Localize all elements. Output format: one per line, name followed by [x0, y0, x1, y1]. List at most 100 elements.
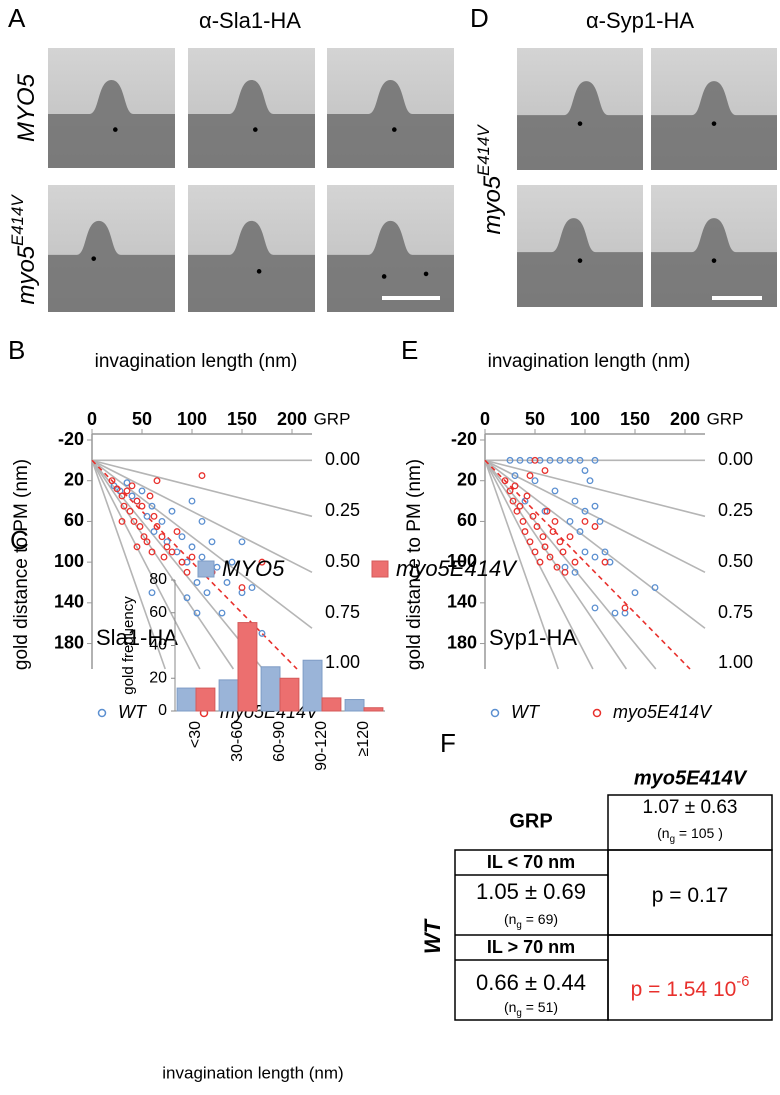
row-label: MYO5	[13, 73, 40, 142]
gold-particle	[392, 127, 397, 132]
grp-line	[91, 460, 166, 670]
x-tick-label: 200	[277, 409, 307, 429]
data-point	[601, 548, 609, 556]
data-point	[539, 533, 547, 541]
data-point	[571, 558, 579, 566]
grp-value: 0.66 ± 0.44	[476, 970, 586, 995]
y-tick-label: 0	[158, 702, 167, 719]
data-point	[168, 507, 176, 515]
data-point	[551, 517, 559, 525]
legend-swatch	[197, 560, 215, 578]
data-point	[136, 523, 144, 530]
data-point	[601, 558, 609, 566]
y-axis-title: gold distance to PM (nm)	[11, 459, 32, 670]
data-point	[556, 538, 564, 546]
data-point	[591, 553, 599, 561]
grp-line	[484, 459, 657, 670]
micrograph-cell	[327, 220, 454, 312]
plot-annotation: Sla1-HA	[96, 625, 178, 650]
column-header: myo5E414V	[634, 767, 748, 789]
data-point	[238, 538, 246, 546]
bar	[279, 677, 300, 712]
data-point	[566, 533, 574, 541]
micrograph	[48, 185, 175, 312]
bar	[302, 659, 323, 712]
data-point	[506, 456, 514, 464]
grp-label: 1.00	[325, 652, 360, 672]
data-point	[531, 456, 539, 464]
data-point	[128, 482, 136, 490]
bar	[237, 622, 258, 712]
data-point	[133, 497, 141, 505]
grp-label: 1.00	[718, 652, 753, 672]
grp-line	[484, 459, 706, 574]
data-point	[621, 604, 629, 612]
sample-size-sub: g	[670, 834, 675, 845]
legend-label: WT	[118, 702, 148, 722]
data-point	[143, 538, 151, 546]
gold-particle	[711, 121, 717, 126]
data-point	[178, 533, 186, 541]
table-cell	[607, 934, 773, 1021]
legend-marker	[97, 708, 107, 718]
data-point	[213, 563, 221, 571]
y-tick-label: 180	[447, 632, 477, 652]
data-point	[118, 517, 126, 525]
y-tick-label: 100	[447, 551, 477, 571]
y-tick-label: 40	[149, 637, 167, 654]
gold-particle	[113, 127, 118, 132]
data-point	[123, 487, 131, 495]
grp-value: 1.07 ± 0.63	[643, 797, 738, 818]
data-point	[516, 456, 524, 464]
data-point	[553, 563, 561, 571]
y-tick-label: 20	[149, 669, 167, 686]
row-label: myo5E414V	[474, 124, 506, 235]
micrograph-cell	[188, 80, 315, 168]
legend-swatch	[371, 560, 389, 578]
row-label: IL < 70 nm	[487, 852, 575, 872]
micrograph	[327, 48, 454, 168]
y-tick-label: 80	[149, 571, 167, 588]
bar	[195, 687, 216, 712]
data-point	[561, 568, 569, 576]
panel-letter: D	[470, 3, 489, 33]
y-tick-label: -20	[451, 429, 477, 449]
data-point	[529, 512, 537, 520]
data-point	[586, 477, 594, 485]
data-point	[208, 538, 216, 546]
grp-line	[484, 459, 706, 518]
sample-size: (ng = 105 )	[657, 825, 723, 845]
data-point	[576, 528, 584, 536]
bar	[176, 687, 197, 712]
bar	[218, 679, 239, 712]
x-tick-label: 0	[480, 409, 490, 429]
grp-line	[91, 459, 201, 670]
grp-label: 0.00	[325, 449, 360, 469]
data-point	[556, 456, 564, 464]
plot-annotation: Syp1-HA	[489, 625, 577, 650]
grp-line	[91, 459, 264, 670]
legend-label: MYO5	[222, 556, 285, 581]
data-point	[506, 487, 514, 495]
x-tick-label: 50	[132, 409, 152, 429]
micrograph	[48, 48, 175, 168]
data-point	[158, 517, 166, 525]
data-point	[591, 604, 599, 612]
panel-title: α-Syp1-HA	[586, 8, 694, 33]
x-tick-label: 200	[670, 409, 700, 429]
data-point	[218, 609, 226, 617]
y-tick-label: -20	[58, 429, 84, 449]
grp-line	[91, 459, 313, 574]
data-point	[188, 543, 196, 551]
gold-particle	[423, 271, 429, 277]
data-point	[531, 548, 539, 556]
data-point	[511, 472, 519, 480]
y-tick-label: 100	[54, 551, 84, 571]
micrograph	[188, 185, 315, 312]
row-label-main: myo5	[479, 175, 506, 234]
grp-label: 0.50	[325, 551, 360, 571]
x-axis-title: invagination length (nm)	[162, 1063, 343, 1082]
data-point	[153, 477, 161, 485]
panel-title: α-Sla1-HA	[199, 8, 301, 33]
p-value-main: p = 1.54 10	[631, 978, 737, 1001]
